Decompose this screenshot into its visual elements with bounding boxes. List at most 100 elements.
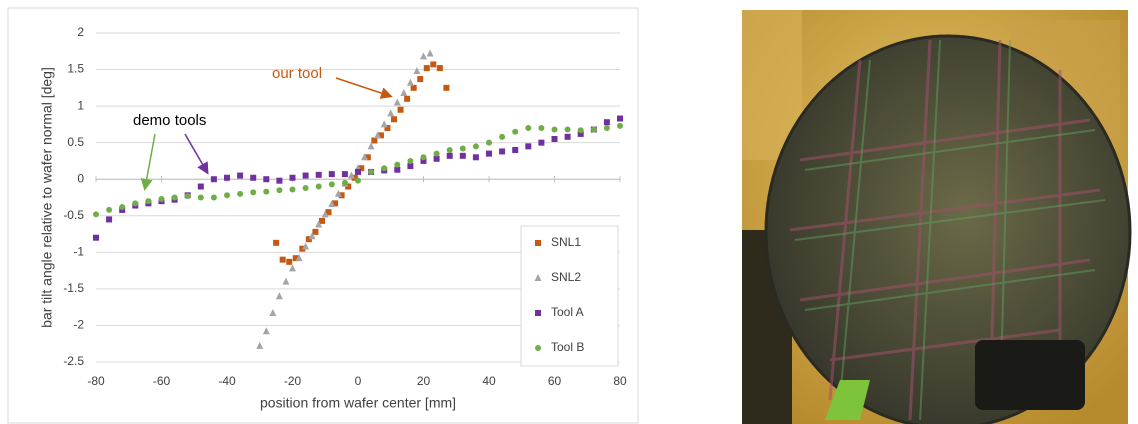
legend-label: SNL1 bbox=[551, 235, 581, 249]
point bbox=[426, 49, 434, 57]
point bbox=[404, 95, 411, 102]
point bbox=[538, 139, 545, 146]
point bbox=[564, 133, 571, 140]
legend-label: Tool B bbox=[551, 340, 584, 354]
wafer-photo bbox=[742, 10, 1132, 424]
point bbox=[197, 194, 204, 201]
point bbox=[269, 309, 277, 317]
point bbox=[420, 157, 427, 164]
legend-marker bbox=[535, 345, 541, 351]
x-tick-label: 80 bbox=[613, 374, 627, 388]
point bbox=[499, 133, 506, 140]
y-tick-label: -0.5 bbox=[63, 208, 84, 222]
point bbox=[119, 204, 126, 211]
x-tick-label: 60 bbox=[548, 374, 562, 388]
point bbox=[93, 234, 99, 241]
point bbox=[275, 292, 283, 300]
point bbox=[538, 125, 545, 132]
point bbox=[295, 254, 303, 262]
legend-marker bbox=[535, 310, 541, 316]
legend-label: Tool A bbox=[551, 305, 584, 319]
point bbox=[106, 206, 113, 213]
point bbox=[603, 119, 610, 126]
point bbox=[377, 132, 384, 139]
point bbox=[380, 120, 388, 128]
point bbox=[384, 125, 391, 132]
point bbox=[472, 143, 479, 150]
point bbox=[302, 184, 309, 191]
point bbox=[459, 145, 466, 152]
point bbox=[299, 245, 306, 252]
point bbox=[551, 136, 558, 143]
point bbox=[406, 78, 414, 86]
point bbox=[289, 264, 296, 272]
point bbox=[263, 176, 270, 183]
annotation-arrow bbox=[335, 77, 393, 99]
point bbox=[315, 171, 322, 178]
point bbox=[145, 198, 152, 205]
point bbox=[417, 76, 424, 83]
point bbox=[237, 190, 244, 197]
point bbox=[197, 183, 204, 190]
point bbox=[446, 146, 453, 153]
point bbox=[423, 65, 430, 72]
point bbox=[355, 177, 361, 184]
point bbox=[394, 166, 401, 173]
point bbox=[617, 122, 623, 129]
point bbox=[472, 154, 479, 161]
point bbox=[315, 183, 322, 190]
point bbox=[263, 188, 270, 195]
point bbox=[256, 341, 264, 349]
point bbox=[387, 109, 395, 117]
point bbox=[321, 210, 329, 218]
point bbox=[410, 84, 417, 91]
point bbox=[347, 171, 355, 179]
point bbox=[397, 106, 404, 113]
annotation: our tool bbox=[272, 65, 322, 82]
point bbox=[224, 192, 230, 199]
x-tick-label: -80 bbox=[87, 374, 105, 388]
point bbox=[289, 186, 296, 193]
point bbox=[413, 67, 421, 75]
point bbox=[603, 125, 610, 132]
point bbox=[328, 200, 336, 208]
point bbox=[93, 211, 99, 218]
point bbox=[341, 171, 348, 178]
point bbox=[486, 139, 492, 146]
y-tick-label: -1 bbox=[73, 245, 84, 259]
legend-box bbox=[520, 225, 619, 367]
point bbox=[338, 192, 345, 199]
point bbox=[158, 195, 165, 202]
point bbox=[351, 174, 358, 181]
point bbox=[355, 168, 361, 175]
x-tick-label: -20 bbox=[284, 374, 302, 388]
point bbox=[302, 242, 310, 250]
point bbox=[308, 232, 316, 240]
x-tick-label: 0 bbox=[355, 374, 362, 388]
point bbox=[334, 189, 342, 197]
point bbox=[250, 189, 257, 196]
point bbox=[381, 165, 388, 172]
point bbox=[577, 127, 584, 134]
point bbox=[171, 194, 178, 201]
point bbox=[512, 146, 519, 153]
point bbox=[499, 148, 506, 155]
point bbox=[577, 130, 584, 137]
point bbox=[328, 181, 335, 188]
point bbox=[276, 187, 283, 194]
y-tick-label: 2 bbox=[77, 25, 84, 39]
point bbox=[325, 209, 332, 216]
point bbox=[525, 143, 532, 150]
point bbox=[132, 200, 139, 207]
point bbox=[315, 220, 323, 228]
x-tick-label: 40 bbox=[482, 374, 496, 388]
point bbox=[318, 217, 325, 224]
point bbox=[407, 157, 414, 164]
point bbox=[407, 163, 414, 170]
point bbox=[564, 126, 571, 133]
annotation: demo tools bbox=[133, 112, 206, 129]
legend-marker bbox=[535, 240, 541, 246]
point bbox=[436, 65, 443, 72]
point bbox=[282, 277, 290, 285]
point bbox=[286, 258, 293, 265]
